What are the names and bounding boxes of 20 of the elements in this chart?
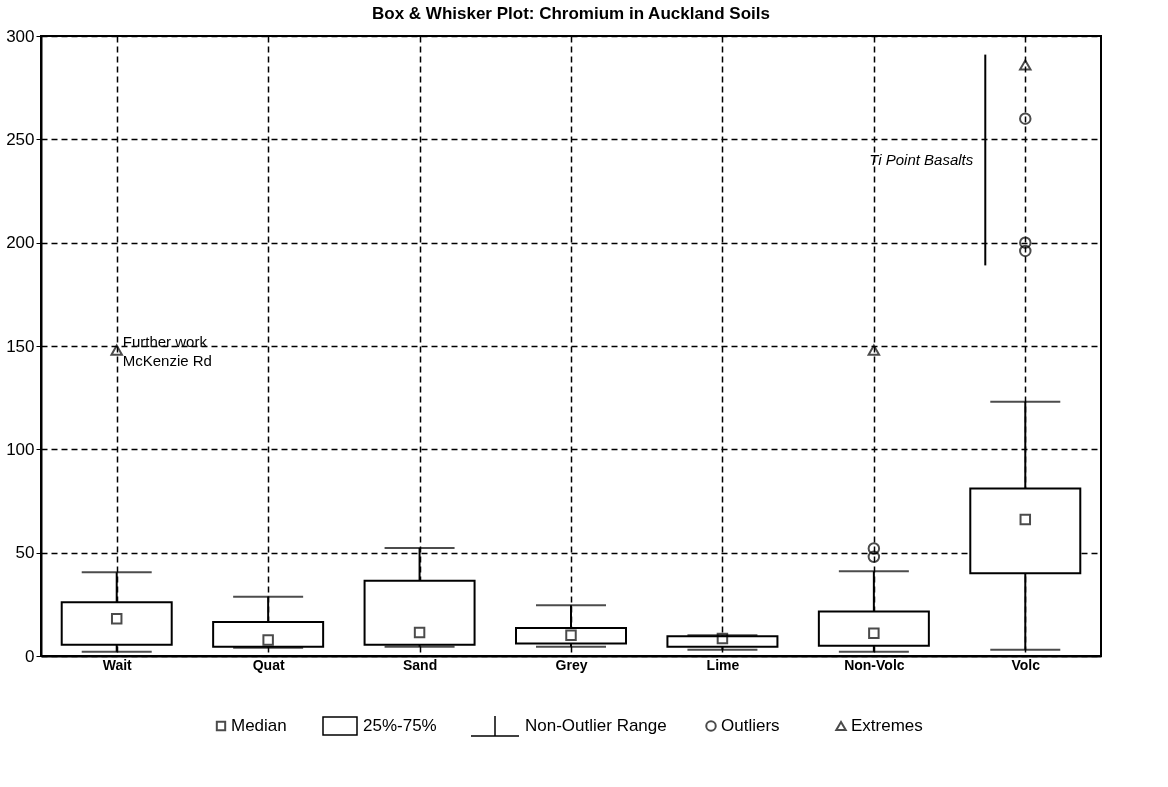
legend-label: Outliers <box>721 716 780 735</box>
y-tick-label: 0 <box>25 646 35 666</box>
chart-title: Box & Whisker Plot: Chromium in Auckland Soils <box>372 4 770 23</box>
y-tick-label: 50 <box>15 543 35 563</box>
y-tick-label: 250 <box>6 129 35 149</box>
x-tick-label: Wait <box>102 656 133 673</box>
y-tick-label: 200 <box>6 233 35 253</box>
x-tick-label: Quat <box>252 656 285 673</box>
x-tick-label: Sand <box>402 656 438 673</box>
legend-label: Extremes <box>851 716 923 735</box>
x-tick-label: Non-Volc <box>844 656 905 673</box>
y-tick-label: 100 <box>6 439 35 459</box>
x-tick-label: Volc <box>1011 656 1041 673</box>
text: Median <box>231 716 287 735</box>
x-tick-label: Lime <box>706 656 740 673</box>
y-tick-label: 300 <box>6 26 35 46</box>
x-tick-label: Grey <box>555 656 588 673</box>
text: 25%-75% <box>363 716 437 735</box>
text: Non-Outlier Range <box>525 716 667 735</box>
y-tick-label: 150 <box>6 336 35 356</box>
